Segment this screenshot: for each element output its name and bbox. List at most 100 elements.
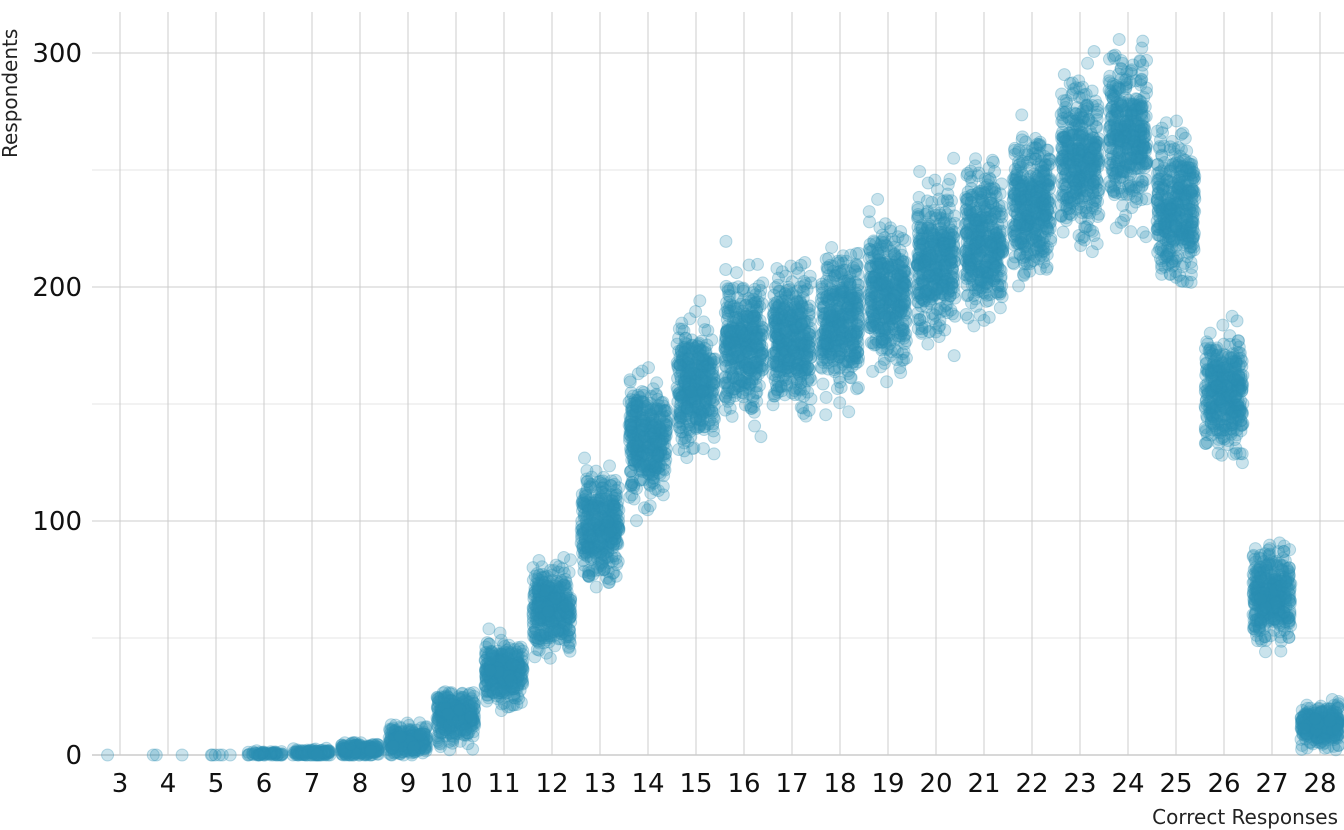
data-point bbox=[403, 733, 417, 747]
data-point bbox=[850, 382, 864, 396]
data-point bbox=[295, 747, 309, 761]
data-point bbox=[264, 746, 278, 760]
data-point bbox=[297, 748, 311, 762]
data-point bbox=[305, 748, 319, 762]
data-point bbox=[315, 745, 329, 759]
data-point bbox=[365, 741, 379, 755]
data-point bbox=[349, 746, 363, 760]
data-point bbox=[894, 365, 908, 379]
data-point bbox=[319, 745, 333, 759]
data-point bbox=[467, 696, 481, 710]
data-point bbox=[274, 748, 288, 762]
data-point bbox=[339, 745, 353, 759]
data-point bbox=[292, 745, 306, 759]
data-point bbox=[342, 743, 356, 757]
data-point bbox=[696, 442, 710, 456]
data-point bbox=[778, 368, 792, 382]
data-point bbox=[302, 746, 316, 760]
data-point bbox=[208, 748, 222, 762]
data-point bbox=[692, 352, 706, 366]
data-point bbox=[296, 745, 310, 759]
data-point bbox=[366, 743, 380, 757]
data-point bbox=[343, 748, 357, 762]
data-point bbox=[824, 325, 838, 339]
data-point bbox=[369, 744, 383, 758]
data-point bbox=[345, 739, 359, 753]
data-point bbox=[321, 746, 335, 760]
data-point bbox=[349, 741, 363, 755]
data-point bbox=[586, 501, 600, 515]
data-point bbox=[257, 747, 271, 761]
data-point bbox=[407, 734, 421, 748]
data-point bbox=[339, 747, 353, 761]
data-point bbox=[318, 747, 332, 761]
data-point bbox=[875, 335, 889, 349]
data-point bbox=[317, 745, 331, 759]
data-point bbox=[337, 746, 351, 760]
data-point bbox=[268, 745, 282, 759]
data-point bbox=[528, 626, 542, 640]
data-point bbox=[580, 472, 594, 486]
data-point bbox=[295, 745, 309, 759]
data-point bbox=[258, 747, 272, 761]
data-point bbox=[769, 355, 783, 369]
data-point bbox=[338, 741, 352, 755]
data-point bbox=[352, 746, 366, 760]
data-point bbox=[357, 742, 371, 756]
data-point bbox=[337, 741, 351, 755]
data-point bbox=[347, 740, 361, 754]
data-point bbox=[350, 745, 364, 759]
data-point bbox=[306, 745, 320, 759]
data-point bbox=[317, 746, 331, 760]
data-point bbox=[367, 740, 381, 754]
data-point bbox=[336, 742, 350, 756]
data-point bbox=[368, 745, 382, 759]
data-point bbox=[335, 738, 349, 752]
data-point bbox=[275, 747, 289, 761]
data-point bbox=[814, 292, 828, 306]
data-point bbox=[305, 744, 319, 758]
data-point bbox=[270, 748, 284, 762]
data-point bbox=[323, 748, 337, 762]
data-point bbox=[317, 745, 331, 759]
data-point bbox=[363, 742, 377, 756]
data-point bbox=[260, 747, 274, 761]
data-point bbox=[291, 747, 305, 761]
data-point bbox=[483, 652, 497, 666]
data-point bbox=[347, 739, 361, 753]
data-point bbox=[289, 746, 303, 760]
data-point bbox=[850, 259, 864, 273]
data-point bbox=[292, 748, 306, 762]
data-point bbox=[356, 742, 370, 756]
data-point bbox=[292, 746, 306, 760]
data-point bbox=[347, 741, 361, 755]
data-point bbox=[725, 409, 739, 423]
data-point bbox=[347, 740, 361, 754]
data-point bbox=[766, 398, 780, 412]
data-point bbox=[253, 745, 267, 759]
data-point bbox=[314, 744, 328, 758]
data-point bbox=[264, 747, 278, 761]
data-point bbox=[350, 738, 364, 752]
data-point bbox=[310, 748, 324, 762]
data-point bbox=[318, 744, 332, 758]
data-point bbox=[357, 743, 371, 757]
data-point bbox=[742, 258, 756, 272]
data-point bbox=[336, 742, 350, 756]
data-point bbox=[268, 746, 282, 760]
data-point bbox=[321, 746, 335, 760]
data-point bbox=[258, 748, 272, 762]
data-point bbox=[417, 730, 431, 744]
data-point bbox=[351, 742, 365, 756]
data-point bbox=[246, 745, 260, 759]
data-point bbox=[707, 352, 721, 366]
data-point bbox=[742, 377, 756, 391]
data-point bbox=[582, 569, 596, 583]
data-point bbox=[336, 748, 350, 762]
data-point bbox=[356, 740, 370, 754]
data-point bbox=[356, 744, 370, 758]
data-point bbox=[353, 744, 367, 758]
data-point bbox=[352, 738, 366, 752]
data-point bbox=[302, 745, 316, 759]
data-point bbox=[799, 363, 813, 377]
